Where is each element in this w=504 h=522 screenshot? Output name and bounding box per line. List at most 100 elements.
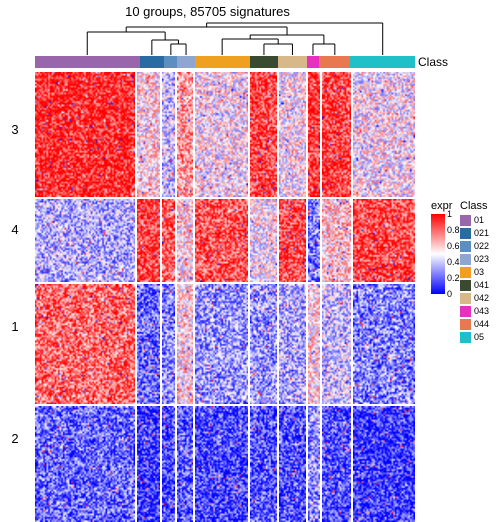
heatmap-cell: [308, 284, 320, 404]
heatmap-row-group: [35, 406, 415, 522]
heatmap-cell: [250, 284, 277, 404]
expr-tick: 0.8: [447, 225, 460, 235]
heatmap-body: [35, 72, 415, 492]
heatmap-row-group: [35, 284, 415, 404]
heatmap-cell: [279, 72, 306, 197]
class-segment: [278, 56, 307, 68]
heatmap-cell: [177, 199, 193, 283]
class-swatch: [460, 332, 471, 343]
heatmap-cell: [353, 284, 415, 404]
heatmap-cell: [308, 199, 320, 283]
row-group-label: 3: [0, 72, 30, 188]
class-segment: [177, 56, 194, 68]
heatmap-cell: [322, 406, 352, 522]
class-label: 03: [474, 267, 484, 277]
row-group-labels: 3412: [0, 72, 30, 492]
row-group-label: 1: [0, 271, 30, 383]
heatmap-cell: [279, 199, 306, 283]
class-label: 043: [474, 306, 489, 316]
heatmap-cell: [137, 284, 161, 404]
heatmap-cell: [162, 284, 175, 404]
class-legend-item: 03: [460, 266, 500, 278]
expr-tick: 1: [447, 209, 452, 219]
heatmap-cell: [322, 72, 352, 197]
class-label: 041: [474, 280, 489, 290]
column-dendrogram: [35, 20, 415, 55]
class-legend-item: 01: [460, 214, 500, 226]
heatmap-cell: [162, 406, 175, 522]
expression-legend: expr 10.80.60.40.20: [431, 200, 459, 294]
heatmap-cell: [353, 72, 415, 197]
heatmap-cell: [137, 199, 161, 283]
heatmap-cell: [279, 406, 306, 522]
figure-container: 10 groups, 85705 signatures Class 3412 e…: [0, 0, 504, 504]
heatmap-cell: [308, 406, 320, 522]
expression-colorbar: 10.80.60.40.20: [431, 214, 445, 294]
class-segment: [140, 56, 165, 68]
heatmap-cell: [195, 199, 247, 283]
class-segment: [250, 56, 279, 68]
heatmap-cell: [35, 406, 135, 522]
class-legend-title: Class: [460, 200, 500, 212]
class-legend-items: 01 021 022 023 03 041 042 043 044 05: [460, 214, 500, 343]
heatmap-cell: [137, 406, 161, 522]
class-bar-label: Class: [418, 55, 448, 69]
heatmap-cell: [322, 199, 352, 283]
class-legend-item: 042: [460, 292, 500, 304]
class-swatch: [460, 241, 471, 252]
heatmap-cell: [177, 406, 193, 522]
expr-tick: 0.6: [447, 241, 460, 251]
class-legend-item: 022: [460, 240, 500, 252]
class-legend-item: 041: [460, 279, 500, 291]
heatmap-cell: [279, 284, 306, 404]
class-label: 022: [474, 241, 489, 251]
row-group-label: 2: [0, 384, 30, 492]
heatmap-cell: [35, 199, 135, 283]
class-label: 021: [474, 228, 489, 238]
class-segment: [350, 56, 415, 68]
class-label: 042: [474, 293, 489, 303]
expr-tick: 0: [447, 289, 452, 299]
class-swatch: [460, 319, 471, 330]
class-legend-item: 044: [460, 318, 500, 330]
class-swatch: [460, 228, 471, 239]
heatmap-cell: [162, 199, 175, 283]
class-legend-item: 043: [460, 305, 500, 317]
class-swatch: [460, 306, 471, 317]
heatmap-cell: [250, 199, 277, 283]
class-swatch: [460, 215, 471, 226]
heatmap-cell: [35, 72, 135, 197]
heatmap-cell: [137, 72, 161, 197]
class-swatch: [460, 293, 471, 304]
class-label: 044: [474, 319, 489, 329]
class-swatch: [460, 267, 471, 278]
class-annotation-bar: [35, 56, 415, 68]
heatmap-cell: [250, 406, 277, 522]
class-label: 023: [474, 254, 489, 264]
class-label: 05: [474, 332, 484, 342]
heatmap-cell: [35, 284, 135, 404]
class-segment: [35, 56, 140, 68]
heatmap-cell: [353, 406, 415, 522]
figure-title: 10 groups, 85705 signatures: [0, 4, 415, 19]
heatmap-cell: [322, 284, 352, 404]
class-legend-item: 05: [460, 331, 500, 343]
class-label: 01: [474, 215, 484, 225]
expr-tick: 0.2: [447, 273, 460, 283]
class-legend-item: 023: [460, 253, 500, 265]
class-swatch: [460, 254, 471, 265]
heatmap-cell: [195, 406, 247, 522]
row-group-label: 4: [0, 190, 30, 269]
heatmap-cell: [308, 72, 320, 197]
class-swatch: [460, 280, 471, 291]
heatmap-cell: [195, 284, 247, 404]
class-legend-item: 021: [460, 227, 500, 239]
expression-legend-title: expr: [431, 200, 459, 212]
heatmap-cell: [250, 72, 277, 197]
class-segment: [307, 56, 320, 68]
class-segment: [164, 56, 177, 68]
expr-tick: 0.4: [447, 257, 460, 267]
heatmap-row-group: [35, 72, 415, 197]
heatmap-cell: [195, 72, 247, 197]
heatmap-cell: [177, 72, 193, 197]
